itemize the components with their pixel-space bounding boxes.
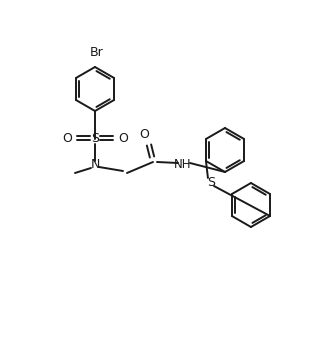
Text: O: O [118, 132, 128, 146]
Text: S: S [91, 132, 99, 146]
Text: NH: NH [174, 159, 192, 172]
Text: O: O [139, 127, 149, 140]
Text: N: N [90, 159, 100, 172]
Text: S: S [207, 177, 215, 190]
Text: O: O [62, 132, 72, 146]
Text: Br: Br [90, 46, 104, 59]
